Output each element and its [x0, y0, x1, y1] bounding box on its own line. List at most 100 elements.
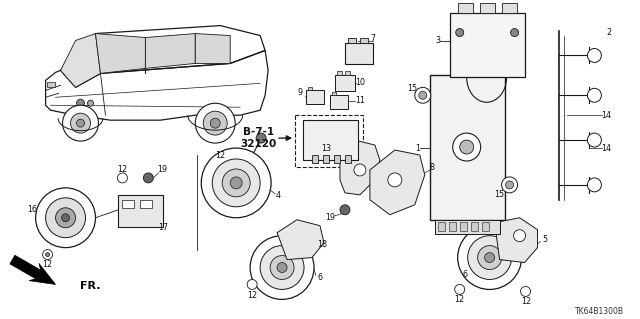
Text: 6: 6 — [462, 270, 467, 279]
Bar — [332, 92, 336, 95]
Text: 12: 12 — [454, 295, 465, 304]
Circle shape — [388, 173, 402, 187]
Bar — [47, 82, 54, 87]
Circle shape — [260, 246, 304, 289]
Circle shape — [468, 236, 511, 279]
Circle shape — [588, 48, 602, 63]
Circle shape — [36, 188, 95, 248]
Text: 16: 16 — [28, 205, 38, 214]
Circle shape — [63, 105, 99, 141]
Bar — [450, 13, 525, 78]
Text: 14: 14 — [602, 144, 611, 152]
Bar — [312, 155, 318, 163]
Text: 13: 13 — [321, 144, 331, 152]
Circle shape — [354, 164, 366, 176]
Polygon shape — [145, 33, 195, 68]
Bar — [334, 155, 340, 163]
Polygon shape — [495, 218, 538, 263]
Bar — [435, 220, 500, 234]
Circle shape — [222, 169, 250, 197]
Text: 14: 14 — [602, 111, 611, 120]
Polygon shape — [10, 255, 56, 285]
Circle shape — [56, 208, 76, 228]
Bar — [345, 71, 350, 75]
Text: 4: 4 — [276, 191, 280, 200]
Text: 15: 15 — [495, 190, 505, 199]
Polygon shape — [95, 33, 145, 73]
Bar — [470, 222, 477, 231]
Text: 15: 15 — [407, 84, 417, 93]
Text: 12: 12 — [215, 151, 225, 160]
Text: 18: 18 — [317, 240, 327, 249]
Circle shape — [77, 99, 84, 107]
Circle shape — [588, 88, 602, 102]
Text: 12: 12 — [117, 166, 127, 174]
Text: 6: 6 — [317, 273, 323, 282]
Text: 12: 12 — [42, 260, 52, 269]
Circle shape — [340, 205, 350, 215]
Circle shape — [61, 214, 70, 222]
Circle shape — [143, 173, 154, 183]
Circle shape — [210, 118, 220, 128]
Text: 2: 2 — [607, 28, 612, 37]
Bar — [482, 222, 488, 231]
Polygon shape — [45, 50, 268, 120]
Bar — [118, 195, 163, 227]
Bar — [438, 222, 445, 231]
Circle shape — [588, 133, 602, 147]
Circle shape — [511, 29, 518, 37]
Circle shape — [230, 177, 242, 189]
Circle shape — [195, 103, 235, 143]
Polygon shape — [61, 33, 100, 87]
Circle shape — [419, 91, 427, 99]
Text: 19: 19 — [325, 213, 335, 222]
Circle shape — [588, 178, 602, 192]
Text: 17: 17 — [158, 223, 168, 232]
Circle shape — [277, 263, 287, 272]
Text: 8: 8 — [429, 163, 435, 173]
Bar — [303, 120, 358, 160]
Bar — [345, 42, 373, 64]
Text: 3: 3 — [435, 36, 440, 45]
Circle shape — [270, 256, 294, 279]
Circle shape — [484, 253, 495, 263]
Bar — [460, 222, 467, 231]
Circle shape — [70, 113, 90, 133]
Circle shape — [77, 119, 84, 127]
Circle shape — [118, 173, 127, 183]
Circle shape — [212, 159, 260, 207]
Circle shape — [454, 285, 465, 294]
Bar — [330, 95, 348, 109]
Text: TK64B1300B: TK64B1300B — [575, 307, 624, 316]
Bar — [140, 200, 152, 208]
Circle shape — [43, 249, 52, 260]
Bar — [345, 155, 351, 163]
Circle shape — [513, 230, 525, 241]
Polygon shape — [277, 220, 324, 260]
Text: FR.: FR. — [80, 281, 100, 292]
Text: 11: 11 — [355, 96, 365, 105]
Circle shape — [477, 246, 502, 270]
Bar — [458, 3, 473, 13]
Text: 9: 9 — [298, 88, 303, 97]
Bar — [335, 75, 355, 91]
Bar — [122, 200, 134, 208]
Text: 12: 12 — [522, 297, 532, 306]
Polygon shape — [370, 150, 425, 215]
Circle shape — [247, 279, 257, 289]
Bar — [323, 155, 329, 163]
Bar — [337, 71, 342, 75]
Bar — [295, 115, 363, 167]
Circle shape — [45, 198, 86, 238]
Circle shape — [256, 133, 266, 143]
Text: 10: 10 — [355, 78, 365, 87]
Circle shape — [250, 236, 314, 300]
Polygon shape — [195, 33, 230, 63]
Circle shape — [415, 87, 431, 103]
Text: 12: 12 — [247, 291, 257, 300]
Text: 19: 19 — [157, 166, 168, 174]
Text: 1: 1 — [415, 144, 420, 152]
Text: 7: 7 — [371, 34, 376, 43]
Circle shape — [460, 140, 474, 154]
Circle shape — [520, 286, 531, 296]
